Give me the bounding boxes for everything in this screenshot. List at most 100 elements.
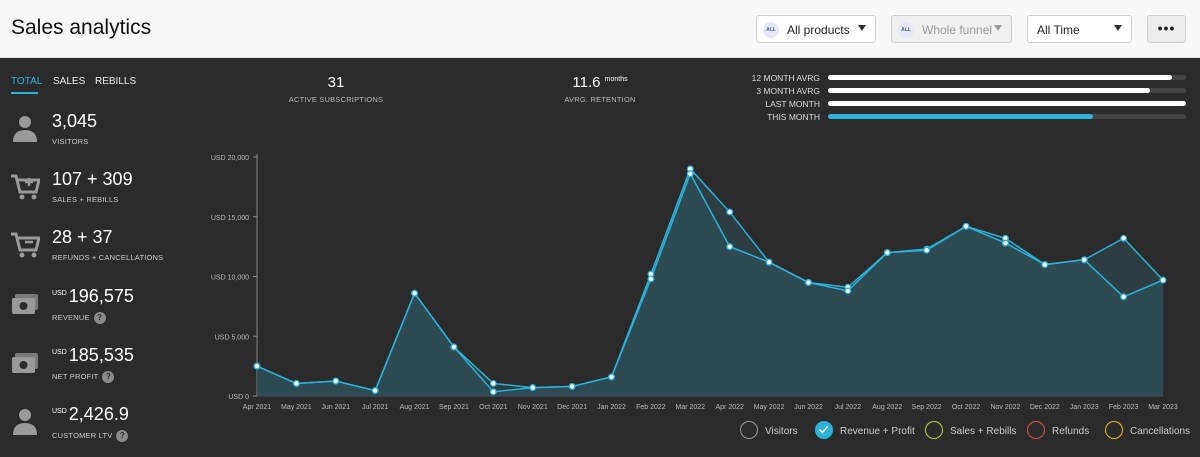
refunds-label: REFUNDS + CANCELLATIONS (52, 253, 164, 262)
x-tick-label: Jul 2021 (362, 404, 389, 411)
active-tab-indicator (11, 92, 38, 94)
products-select-value: All products (787, 23, 850, 37)
tab-sales[interactable]: SALES (53, 76, 86, 87)
legend-label: Cancellations (1130, 426, 1191, 437)
x-tick-label: Jan 2022 (597, 404, 626, 411)
progress-label: THIS MONTH (767, 112, 820, 122)
x-tick-label: Jun 2022 (794, 404, 823, 411)
sales-value: 107 + 309 (52, 169, 133, 189)
retention-value: 11.6 months (550, 74, 650, 91)
period-select[interactable]: All Time (1027, 15, 1132, 43)
person-icon (13, 116, 37, 142)
all-badge-icon: ALL (898, 22, 914, 38)
progress-track (828, 114, 1186, 119)
data-point (962, 222, 970, 230)
net-profit-label-text: NET PROFIT (52, 371, 99, 381)
revenue-chart: USD 0 USD 5,000 USD 10,000 USD 15,000 USD 20… (211, 154, 1178, 411)
x-tick-label: Feb 2023 (1109, 404, 1139, 411)
products-select[interactable]: ALL All products (756, 15, 876, 43)
progress-last-month: LAST MONTH (700, 98, 1190, 110)
help-icon[interactable]: ? (93, 312, 106, 324)
funnel-select[interactable]: ALL Whole funnel (891, 15, 1012, 43)
progress-track (828, 75, 1186, 80)
x-tick-label: Nov 2021 (518, 404, 548, 411)
data-point (568, 382, 576, 390)
active-subscriptions-label: ACTIVE SUBSCRIPTIONS (288, 95, 384, 104)
data-point (686, 170, 694, 178)
sales-label: SALES + REBILLS (52, 195, 119, 204)
progress-12-month: 12 MONTH AVRG (700, 72, 1190, 84)
net-profit-label: NET PROFIT? (52, 371, 115, 383)
data-point (805, 279, 812, 286)
data-point (923, 246, 931, 254)
metric-net-profit: USD 185,535 NET PROFIT? (10, 345, 190, 398)
x-tick-label: Oct 2022 (952, 404, 981, 411)
stat-retention: 11.6 months AVRG. RETENTION (550, 74, 650, 104)
refunds-value: 28 + 37 (52, 227, 113, 247)
progress-label: LAST MONTH (765, 99, 820, 109)
data-point (332, 377, 340, 385)
x-tick-label: Feb 2022 (636, 404, 666, 411)
visitors-label: VISITORS (52, 137, 89, 146)
more-options-button[interactable]: ••• (1147, 15, 1186, 43)
help-icon[interactable]: ? (102, 371, 115, 383)
x-tick-label: Dec 2021 (557, 404, 587, 411)
series-line (256, 171, 1164, 393)
x-tick-label: Mar 2022 (676, 404, 706, 411)
cart-plus-icon (11, 174, 40, 200)
active-subscriptions-value: 31 (327, 74, 345, 91)
data-point (765, 258, 773, 266)
data-point (1001, 239, 1009, 247)
data-point (726, 243, 734, 251)
all-badge-icon: ALL (763, 22, 779, 38)
stat-active-subscriptions: 31 ACTIVE SUBSCRIPTIONS (286, 74, 386, 104)
checkmark-icon (815, 421, 833, 439)
legend-label: Visitors (765, 426, 798, 437)
x-tick-label: Aug 2022 (872, 404, 902, 411)
retention-label: AVRG. RETENTION (564, 95, 636, 104)
legend-toggle-icon (925, 421, 943, 439)
progress-label: 3 MONTH AVRG (756, 86, 820, 96)
y-tick-label: USD 10,000 (211, 275, 249, 282)
chevron-down-icon (858, 25, 866, 31)
period-select-value: All Time (1037, 23, 1080, 37)
x-tick-label: May 2021 (281, 404, 312, 411)
data-point (411, 289, 419, 297)
data-point (883, 249, 891, 257)
currency-label: USD (52, 349, 67, 356)
funnel-select-value: Whole funnel (922, 23, 993, 37)
x-tick-label: May 2022 (754, 404, 785, 411)
retention-number: 11.6 (572, 74, 601, 91)
chevron-down-icon (1114, 25, 1122, 31)
person-icon (13, 409, 37, 435)
x-tick-label: Oct 2021 (479, 404, 508, 411)
x-tick-label: Sep 2022 (912, 404, 942, 411)
progress-label: 12 MONTH AVRG (751, 73, 820, 83)
data-point (726, 208, 734, 216)
tab-total[interactable]: TOTAL (11, 76, 43, 87)
revenue-label-text: REVENUE (52, 312, 90, 322)
legend-toggle-icon (1105, 421, 1123, 439)
y-tick-label: USD 0 (228, 394, 249, 401)
data-point (1159, 276, 1167, 284)
x-tick-label: Sep 2021 (439, 404, 469, 411)
metric-refunds: 28 + 37 REFUNDS + CANCELLATIONS (10, 227, 190, 280)
page-title: Sales analytics (11, 16, 152, 39)
y-tick-label: USD 5,000 (215, 334, 249, 341)
visitors-value: 3,045 (52, 111, 98, 131)
x-tick-label: Nov 2022 (990, 404, 1020, 411)
x-tick-label: Mar 2023 (1148, 404, 1178, 411)
net-profit-value: USD 185,535 (52, 345, 134, 366)
data-point (647, 275, 655, 283)
progress-track (828, 88, 1186, 93)
legend-toggle-icon (740, 421, 758, 439)
metric-ltv: USD 2,426.9 CUSTOMER LTV? (10, 404, 190, 457)
revenue-amount: 196,575 (68, 286, 134, 306)
money-icon (12, 353, 38, 373)
tab-rebills[interactable]: REBILLS (95, 76, 137, 87)
x-tick-label: Jun 2021 (321, 404, 350, 411)
data-point (371, 387, 379, 395)
data-point (1120, 234, 1128, 242)
help-icon[interactable]: ? (116, 430, 129, 442)
progress-3-month: 3 MONTH AVRG (700, 85, 1190, 97)
